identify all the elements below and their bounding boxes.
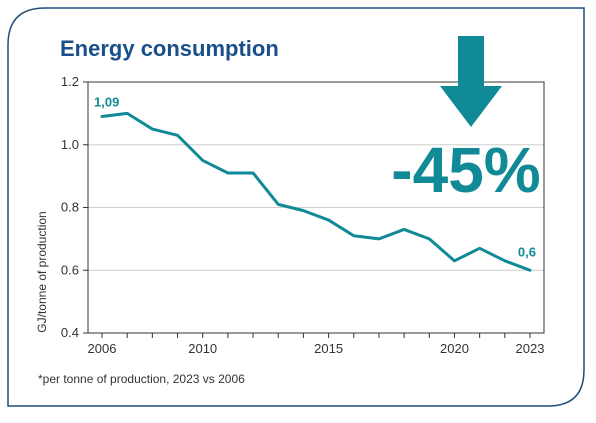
x-tick-label: 2020 [440,341,469,356]
y-tick-label: 1.0 [61,137,79,152]
y-tick-label: 0.4 [61,325,79,340]
start-value-label: 1,09 [94,95,119,110]
x-tick-label: 2015 [314,341,343,356]
x-tick-label: 2023 [516,341,545,356]
chart-title: Energy consumption [60,36,279,61]
change-percent-label: -45% [391,134,540,206]
end-value-label: 0,6 [518,244,536,259]
x-tick-labels: 2006 2010 2015 2020 2023 [88,333,545,356]
plot-area [87,81,545,334]
arrow-down-icon [440,36,502,127]
y-tick-label: 1.2 [61,74,79,89]
x-tick-label: 2006 [88,341,117,356]
y-axis-label: GJ/tonne of production [35,211,49,332]
grid-lines [88,144,544,271]
y-tick-label: 0.8 [61,200,79,215]
y-tick-label: 0.6 [61,262,79,277]
series-line-group [100,111,532,272]
series-line [100,111,532,272]
footnote: *per tonne of production, 2023 vs 2006 [38,372,245,386]
x-tick-label: 2010 [188,341,217,356]
y-tick-labels: 1.2 1.0 0.8 0.6 0.4 [61,74,88,340]
